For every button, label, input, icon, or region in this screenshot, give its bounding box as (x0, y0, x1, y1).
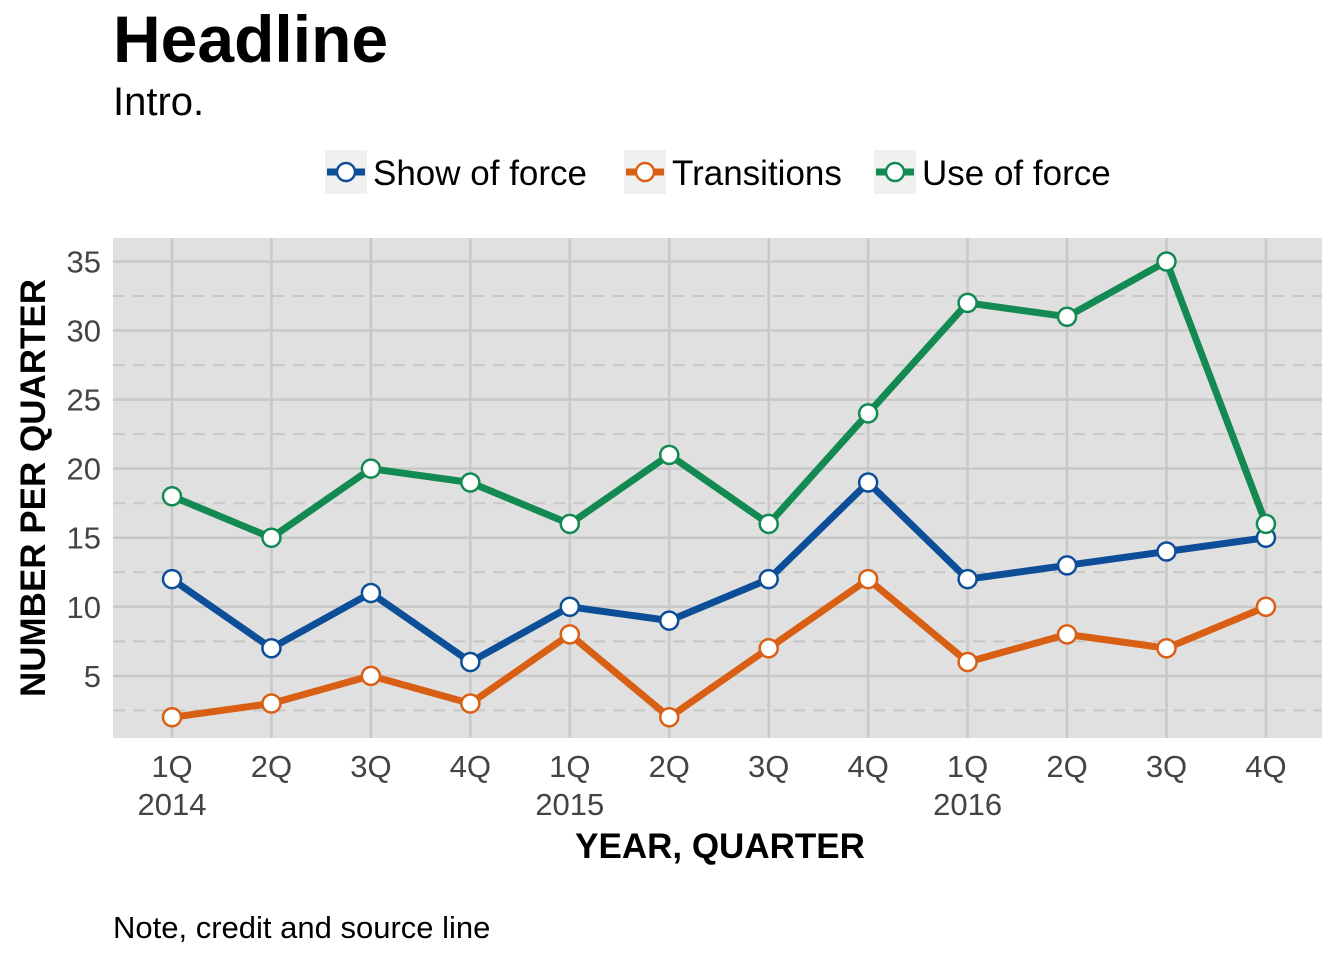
y-tick-label: 20 (67, 452, 101, 487)
data-point (1156, 541, 1177, 562)
data-point (360, 458, 382, 479)
data-point (161, 568, 183, 590)
data-point (460, 472, 481, 493)
data-point (1255, 596, 1277, 618)
series-lines (170, 258, 1270, 721)
data-point (360, 665, 382, 687)
data-point (659, 610, 680, 631)
x-tick-label: 2Q (251, 749, 292, 784)
data-point (1056, 624, 1078, 645)
x-tick-label: 3Q (1146, 749, 1187, 784)
y-tick-label: 10 (67, 590, 101, 625)
legend-key-point (884, 161, 906, 183)
data-point (559, 624, 581, 645)
x-tick-label: 1Q (151, 749, 192, 784)
legend-label: Show of force (373, 154, 587, 193)
x-tick-label: 1Q (947, 749, 988, 784)
data-point (161, 486, 183, 507)
data-point (559, 596, 581, 618)
y-tick-label: 35 (67, 244, 101, 279)
data-point (460, 651, 481, 673)
data-point (360, 582, 382, 604)
x-year-label: 2015 (535, 787, 604, 822)
data-point (957, 292, 978, 314)
series-line (170, 258, 1270, 542)
y-tick-label: 5 (84, 659, 101, 694)
data-point (1056, 306, 1078, 327)
source-note: Note, credit and source line (113, 910, 491, 945)
data-point (460, 693, 481, 714)
x-year-label: 2016 (933, 787, 1002, 822)
data-point (857, 568, 879, 590)
data-point (261, 693, 282, 714)
x-tick-label: 3Q (748, 749, 789, 784)
x-tick-label: 4Q (1245, 749, 1286, 784)
intro: Intro. (113, 80, 205, 124)
x-tick-label: 2Q (1046, 749, 1087, 784)
data-point (758, 568, 779, 590)
x-tick-label: 4Q (847, 749, 888, 784)
data-point (261, 637, 282, 659)
legend-key-point (634, 161, 656, 183)
data-point (659, 444, 680, 466)
data-point (1255, 513, 1277, 535)
series-line (171, 575, 1268, 721)
data-point (758, 513, 779, 535)
series-line (170, 479, 1267, 666)
legend-key-point (335, 161, 357, 183)
data-point (659, 707, 680, 728)
x-tick-label: 4Q (450, 749, 491, 784)
data-point (1056, 555, 1078, 576)
series-points (161, 251, 1277, 728)
x-tick-label: 3Q (350, 749, 391, 784)
data-point (857, 472, 879, 493)
data-point (261, 527, 282, 548)
data-point (161, 707, 183, 728)
data-point (857, 403, 879, 424)
y-tick-label: 30 (67, 314, 101, 349)
data-point (957, 568, 978, 590)
legend-label: Transitions (672, 154, 842, 193)
data-point (1156, 637, 1177, 659)
x-axis-title: YEAR, QUARTER (575, 827, 865, 866)
headline: Headline (113, 2, 389, 76)
legend-label: Use of force (922, 154, 1111, 193)
data-point (1156, 251, 1177, 272)
x-year-label: 2014 (138, 787, 207, 822)
data-point (957, 651, 978, 673)
legend: Show of force Transitions Use of force (325, 150, 1111, 194)
x-tick-label: 1Q (549, 749, 590, 784)
data-point (758, 637, 779, 659)
x-tick-label: 2Q (649, 749, 690, 784)
y-axis-title: NUMBER PER QUARTER (14, 279, 53, 697)
y-tick-label: 25 (67, 383, 101, 418)
data-point (559, 513, 581, 535)
y-axis-ticks: 5 10 15 20 25 30 35 (67, 244, 101, 693)
y-tick-label: 15 (67, 521, 101, 556)
